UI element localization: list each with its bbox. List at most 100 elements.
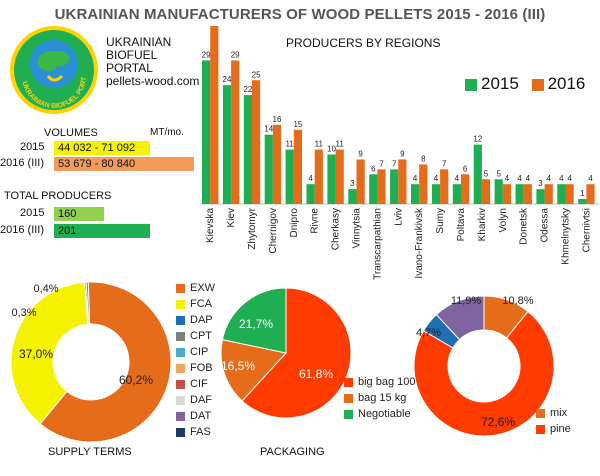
legend-item-fas: FAS [176,424,215,440]
bar-2015-zhytomyr [243,95,252,204]
region-label: Sumy [435,208,446,234]
legend-label: Negotiable [358,408,411,420]
value-label-2016: 11 [315,140,324,149]
legend-2016: 2016 [531,74,586,93]
slice-value-label: 60,2% [119,373,153,387]
bar-2015-dnipro [285,149,294,204]
value-label-2015: 4 [455,174,460,183]
producers-row-2015-value: 160 [54,207,104,221]
bar-2016-vinnytsia [356,159,365,204]
regions-chart-title: PRODUCERS BY REGIONS [286,36,441,50]
legend-label: FAS [190,426,211,438]
region-label: Transcarpathian [372,208,383,280]
slice-value-label: 72,6% [481,415,515,429]
legend-swatch [176,315,185,325]
legend-item-cip: CIP [176,344,215,360]
page-title: UKRAINIAN MANUFACTURERS OF WOOD PELLETS … [54,6,546,23]
value-label-2015: 24 [223,75,232,84]
slice-value-label: 37,0% [19,347,53,361]
regions-bar-chart: 2937Kievska2429Kiev2225Zhytomyr1416Chern… [200,26,600,280]
value-label-2016: 15 [293,120,302,129]
bar-2016-odessa [544,184,553,204]
value-label-2015: 22 [243,85,252,94]
value-label-2016: 4 [505,174,510,183]
legend-2016-swatch [531,78,544,91]
slice-pine [413,310,555,437]
region-label: Donetsk [519,207,530,245]
bar-2015-transcarpathian [369,174,378,204]
bar-2015-volyn [494,179,503,204]
portal-logo: UKRAINIAN BIOFUEL PORTAL [8,24,98,114]
value-label-2016: 7 [379,159,384,168]
slice-value-label: 16,5% [221,359,255,373]
value-label-2016: 9 [400,149,405,158]
legend-swatch [536,408,545,418]
value-label-2015: 4 [559,174,564,183]
legend-swatch [176,379,185,389]
value-label-2016: 5 [484,169,489,178]
bar-2015-sumy [431,184,441,204]
legend-label: CPT [190,330,212,342]
value-label-2015: 4 [434,174,439,183]
bar-2016-cherkasy [335,149,344,204]
bar-2015-cherkasy [327,154,336,204]
supply-terms-legend: EXW FCA DAP CPT CIP FOB CIF DAF DAT FAS [176,280,215,440]
packaging-title: PACKAGING [260,446,325,458]
value-label-2015: 11 [286,140,295,149]
legend-item-cif: CIF [176,376,215,392]
value-label-2016: 8 [421,154,426,163]
value-label-2016: 4 [588,174,593,183]
region-label: Kievska [205,208,216,243]
bar-2015-khmelnytsky [557,184,566,204]
legend-swatch [176,363,185,373]
legend-label: DAP [190,314,213,326]
legend-swatch [176,411,185,421]
bar-2016-rivne [314,149,323,204]
region-label: Chernivtsi [581,208,592,252]
bar-2015-chernigov [264,134,273,204]
bar-2016-chernigov [272,124,282,204]
volumes-title: VOLUMES [44,127,98,139]
portal-url: pellets-wood.com [106,74,200,88]
bar-2016-poltava [461,174,470,204]
slice-value-label: 4,7% [416,327,441,339]
region-label: Vinnytsia [352,208,363,249]
legend-2016-label: 2016 [547,74,586,93]
value-label-2016: 25 [252,70,261,79]
value-label-2016: 9 [358,149,363,158]
bar-2016-ivano-frankivsk [419,164,428,204]
legend-item-exw: EXW [176,280,215,296]
slice-value-label: 21,7% [239,317,273,331]
legend-swatch [176,427,185,437]
producers-row-2016-label: 2016 (III) [0,224,45,236]
wood-type-chart: 10,8% 72,6% 4,7% 11,9% [413,295,555,437]
region-label: Kiev [226,208,237,227]
value-label-2015: 1 [580,189,585,198]
value-label-2016: 16 [273,115,282,124]
legend-swatch [176,299,185,309]
legend-label: DAT [190,410,212,422]
bar-2016-chernivtsi [586,184,595,204]
bar-2016-donetsk [523,184,532,204]
bar-2015-lviv [390,169,399,204]
total-producers-title: TOTAL PRODUCERS [4,190,112,202]
legend-label: FCA [190,298,212,310]
packaging-chart: 61,8% 16,5% 21,7% [220,287,352,419]
bar-2016-khmelnytsky [565,184,574,204]
legend-item-negotiable: Negotiable [344,406,436,422]
value-label-2015: 4 [413,174,418,183]
slice-value-label: 0,4% [33,283,58,295]
volumes-unit: MT/mo. [150,127,184,138]
region-label: Volyn [498,208,509,232]
legend-item-bag-15-kg: bag 15 kg [344,390,436,406]
supply-terms-chart: 60,2% 37,0% 0,4% 0,3% [10,281,172,443]
value-label-2016: 11 [336,140,345,149]
region-label: Rivne [310,208,321,234]
legend-item-daf: DAF [176,392,215,408]
regions-legend: 2015 2016 [465,74,585,94]
region-label: Poltava [456,208,467,242]
region-label: Chernigov [268,208,279,254]
bar-2015-poltava [452,184,461,204]
value-label-2016: 6 [463,164,468,173]
value-label-2015: 4 [517,174,522,183]
